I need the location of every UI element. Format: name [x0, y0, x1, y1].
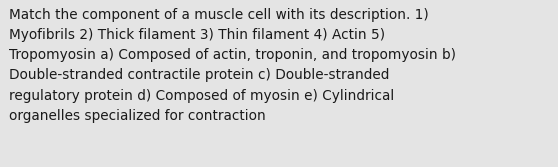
Text: Match the component of a muscle cell with its description. 1)
Myofibrils 2) Thic: Match the component of a muscle cell wit… — [9, 8, 456, 123]
